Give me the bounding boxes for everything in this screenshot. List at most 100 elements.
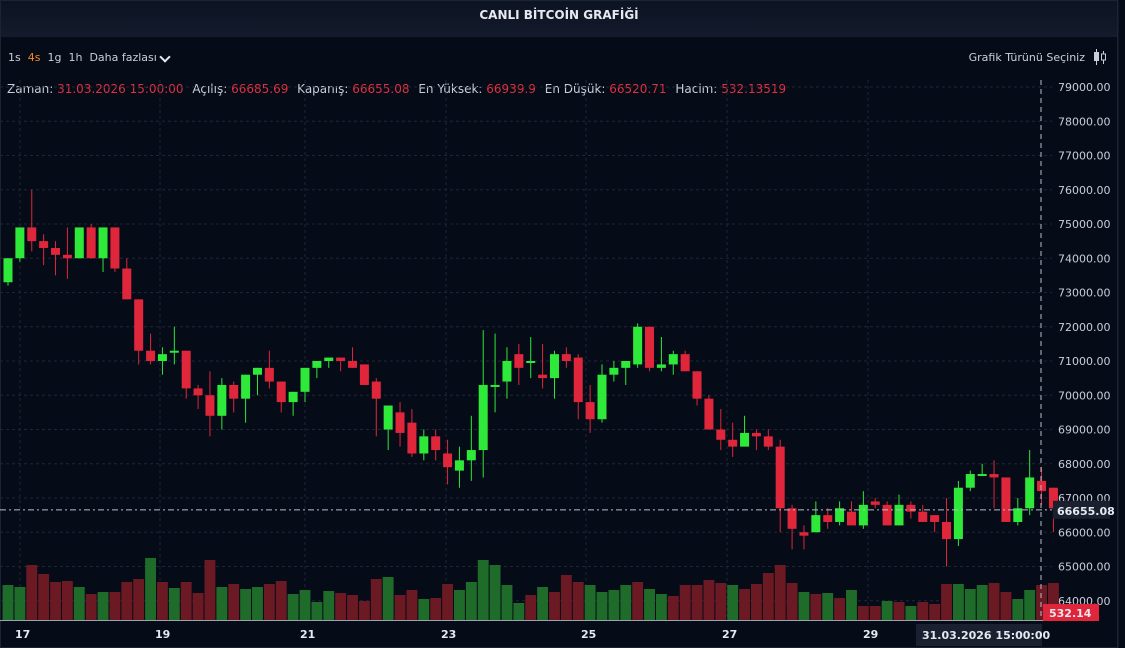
candle[interactable] <box>1013 498 1023 526</box>
candle[interactable] <box>918 504 928 522</box>
candle[interactable] <box>787 504 797 550</box>
low-label: En Düşük: <box>544 82 606 96</box>
candle[interactable] <box>942 498 952 567</box>
candle[interactable] <box>466 415 476 481</box>
interval-1s[interactable]: 1s <box>8 51 21 64</box>
candle[interactable] <box>882 501 892 526</box>
candle[interactable] <box>870 498 880 509</box>
candle[interactable] <box>740 415 750 447</box>
candle[interactable] <box>1001 477 1011 522</box>
interval-4s[interactable]: 4s <box>27 51 41 64</box>
candle[interactable] <box>359 364 369 385</box>
candle[interactable] <box>846 501 856 526</box>
interval-1g[interactable]: 1g <box>47 51 62 64</box>
candle[interactable] <box>336 357 346 372</box>
candle[interactable] <box>490 333 500 413</box>
candle[interactable] <box>930 515 940 533</box>
candle[interactable] <box>645 326 655 372</box>
volume-bar <box>857 606 869 620</box>
candle[interactable] <box>835 501 845 526</box>
y-tick-label: 70000.00 <box>1058 389 1111 402</box>
candle[interactable] <box>953 480 963 546</box>
volume-bar <box>26 565 38 620</box>
candle[interactable] <box>538 343 548 389</box>
candle[interactable] <box>965 470 975 492</box>
candle[interactable] <box>229 381 239 413</box>
candle[interactable] <box>1025 450 1035 516</box>
candle[interactable] <box>383 405 393 451</box>
candle[interactable] <box>443 439 453 485</box>
candle[interactable] <box>86 224 96 259</box>
candle[interactable] <box>561 347 571 368</box>
candle[interactable] <box>27 189 37 252</box>
candle[interactable] <box>312 361 322 379</box>
candle[interactable] <box>597 364 607 423</box>
candle[interactable] <box>668 350 678 375</box>
candle[interactable] <box>609 361 619 382</box>
volume-bar <box>893 602 905 620</box>
more-intervals-button[interactable]: Daha fazlası <box>89 51 171 64</box>
candle[interactable] <box>656 337 666 372</box>
candle[interactable] <box>62 227 72 279</box>
candle[interactable] <box>217 378 227 430</box>
candle[interactable] <box>728 422 738 457</box>
candle[interactable] <box>407 408 417 457</box>
candle[interactable] <box>252 367 262 396</box>
candle[interactable] <box>348 347 358 368</box>
volume-bar <box>73 587 85 620</box>
candle[interactable] <box>324 357 334 368</box>
candle[interactable] <box>526 337 536 379</box>
candle[interactable] <box>621 361 631 385</box>
candle[interactable] <box>74 227 84 259</box>
candle[interactable] <box>811 501 821 533</box>
candle[interactable] <box>110 227 120 272</box>
candle[interactable] <box>454 446 464 488</box>
candle[interactable] <box>823 508 833 529</box>
candle[interactable] <box>751 429 761 451</box>
candle[interactable] <box>264 350 274 389</box>
candle[interactable] <box>122 258 132 300</box>
candle[interactable] <box>134 299 144 365</box>
time-label: Zaman: <box>7 82 54 96</box>
candle[interactable] <box>573 354 583 420</box>
candle[interactable] <box>989 460 999 509</box>
candle[interactable] <box>98 227 108 272</box>
candle[interactable] <box>716 408 726 451</box>
candle[interactable] <box>288 391 298 416</box>
candle[interactable] <box>146 333 156 365</box>
candle[interactable] <box>193 384 203 409</box>
candle[interactable] <box>680 350 690 372</box>
high-label: En Yüksek: <box>418 82 483 96</box>
candle[interactable] <box>692 371 702 406</box>
interval-1h[interactable]: 1h <box>68 51 83 64</box>
candle[interactable] <box>419 429 429 461</box>
candle[interactable] <box>300 367 310 403</box>
candle[interactable] <box>1037 467 1047 505</box>
candle[interactable] <box>502 347 512 399</box>
candle[interactable] <box>157 347 167 375</box>
candle[interactable] <box>395 402 405 447</box>
candle[interactable] <box>181 350 191 399</box>
chart-type-selector[interactable]: Grafik Türünü Seçiniz <box>969 49 1107 65</box>
candle[interactable] <box>3 258 13 286</box>
candle[interactable] <box>775 439 785 533</box>
candle[interactable] <box>704 395 714 430</box>
candle[interactable] <box>371 378 381 437</box>
candle[interactable] <box>431 429 441 461</box>
candle[interactable] <box>514 343 524 385</box>
candle[interactable] <box>799 525 809 550</box>
candle[interactable] <box>763 429 773 451</box>
candle[interactable] <box>276 381 286 413</box>
candle[interactable] <box>15 227 25 262</box>
candle[interactable] <box>478 330 488 478</box>
candle[interactable] <box>241 374 251 423</box>
candle[interactable] <box>549 350 559 399</box>
candle[interactable] <box>51 241 61 276</box>
candle[interactable] <box>633 323 643 368</box>
candle[interactable] <box>39 234 49 266</box>
candle[interactable] <box>585 384 595 433</box>
candle[interactable] <box>169 326 179 365</box>
candle[interactable] <box>205 371 215 437</box>
candle[interactable] <box>977 463 987 477</box>
